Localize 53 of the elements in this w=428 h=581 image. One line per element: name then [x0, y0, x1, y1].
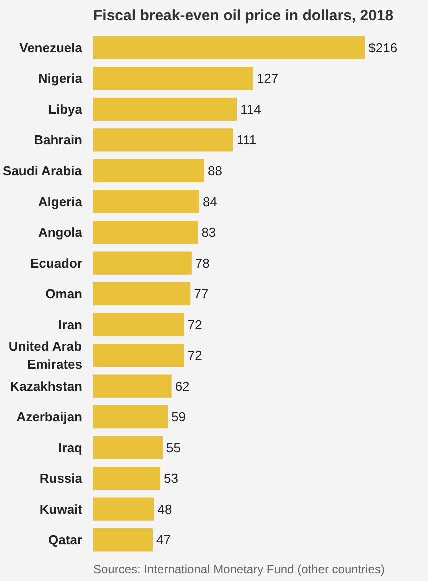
data-label: 83 [202, 225, 216, 240]
data-label: 48 [158, 502, 172, 517]
y-tick-label: Azerbaijan [16, 410, 83, 425]
bar [94, 67, 254, 90]
bar [94, 159, 204, 183]
source-note: Sources: International Monetary Fund (other countries) [94, 562, 385, 576]
bar [94, 313, 184, 336]
y-tick-label: Angola [38, 225, 84, 240]
bar [94, 406, 168, 429]
data-label: 55 [166, 440, 182, 456]
y-tick-label: Ecuador [30, 256, 83, 271]
data-label: $216 [368, 40, 398, 56]
bar [94, 374, 172, 398]
y-tick-label: Kazakhstan [10, 378, 83, 394]
y-tick-label: Nigeria [38, 71, 84, 86]
data-label: 78 [195, 256, 210, 271]
y-tick-label: Kuwait [40, 502, 84, 517]
data-label: 127 [256, 71, 279, 86]
data-label: 62 [175, 378, 190, 394]
bar [94, 190, 200, 214]
y-tick-label: Iran [58, 317, 83, 332]
y-tick-label: Libya [48, 102, 84, 117]
y-tick-label: Bahrain [34, 132, 83, 148]
bar [94, 98, 238, 122]
bar [94, 436, 164, 460]
data-label: 47 [156, 532, 171, 548]
data-label: 77 [194, 286, 209, 302]
bar [94, 252, 192, 275]
y-tick-label: Qatar [48, 532, 83, 548]
chart-title: Fiscal break-even oil price in dollars, 2018 [94, 8, 394, 24]
y-tick-label: Iraq [58, 440, 83, 456]
data-label: 72 [188, 317, 202, 332]
y-tick-label: United Arab Emirates [8, 339, 82, 372]
bar [94, 528, 154, 552]
y-tick-label: Saudi Arabia [3, 163, 83, 178]
bar [94, 128, 234, 152]
data-label: 88 [208, 163, 222, 178]
y-tick-label: Oman [46, 286, 83, 302]
data-label: 59 [172, 410, 186, 425]
y-tick-label: Venezuela [20, 40, 84, 56]
bar [94, 36, 366, 60]
bar [94, 220, 198, 244]
y-tick-label: Algeria [38, 194, 84, 210]
data-label: 53 [164, 471, 179, 486]
bar [94, 282, 191, 306]
bar [94, 344, 184, 368]
data-label: 84 [202, 194, 218, 210]
bar [94, 498, 154, 521]
bar [94, 467, 161, 490]
y-tick-label: Russia [40, 471, 84, 486]
data-label: 72 [188, 348, 202, 364]
data-label: 114 [240, 102, 262, 117]
data-label: 111 [236, 132, 257, 148]
